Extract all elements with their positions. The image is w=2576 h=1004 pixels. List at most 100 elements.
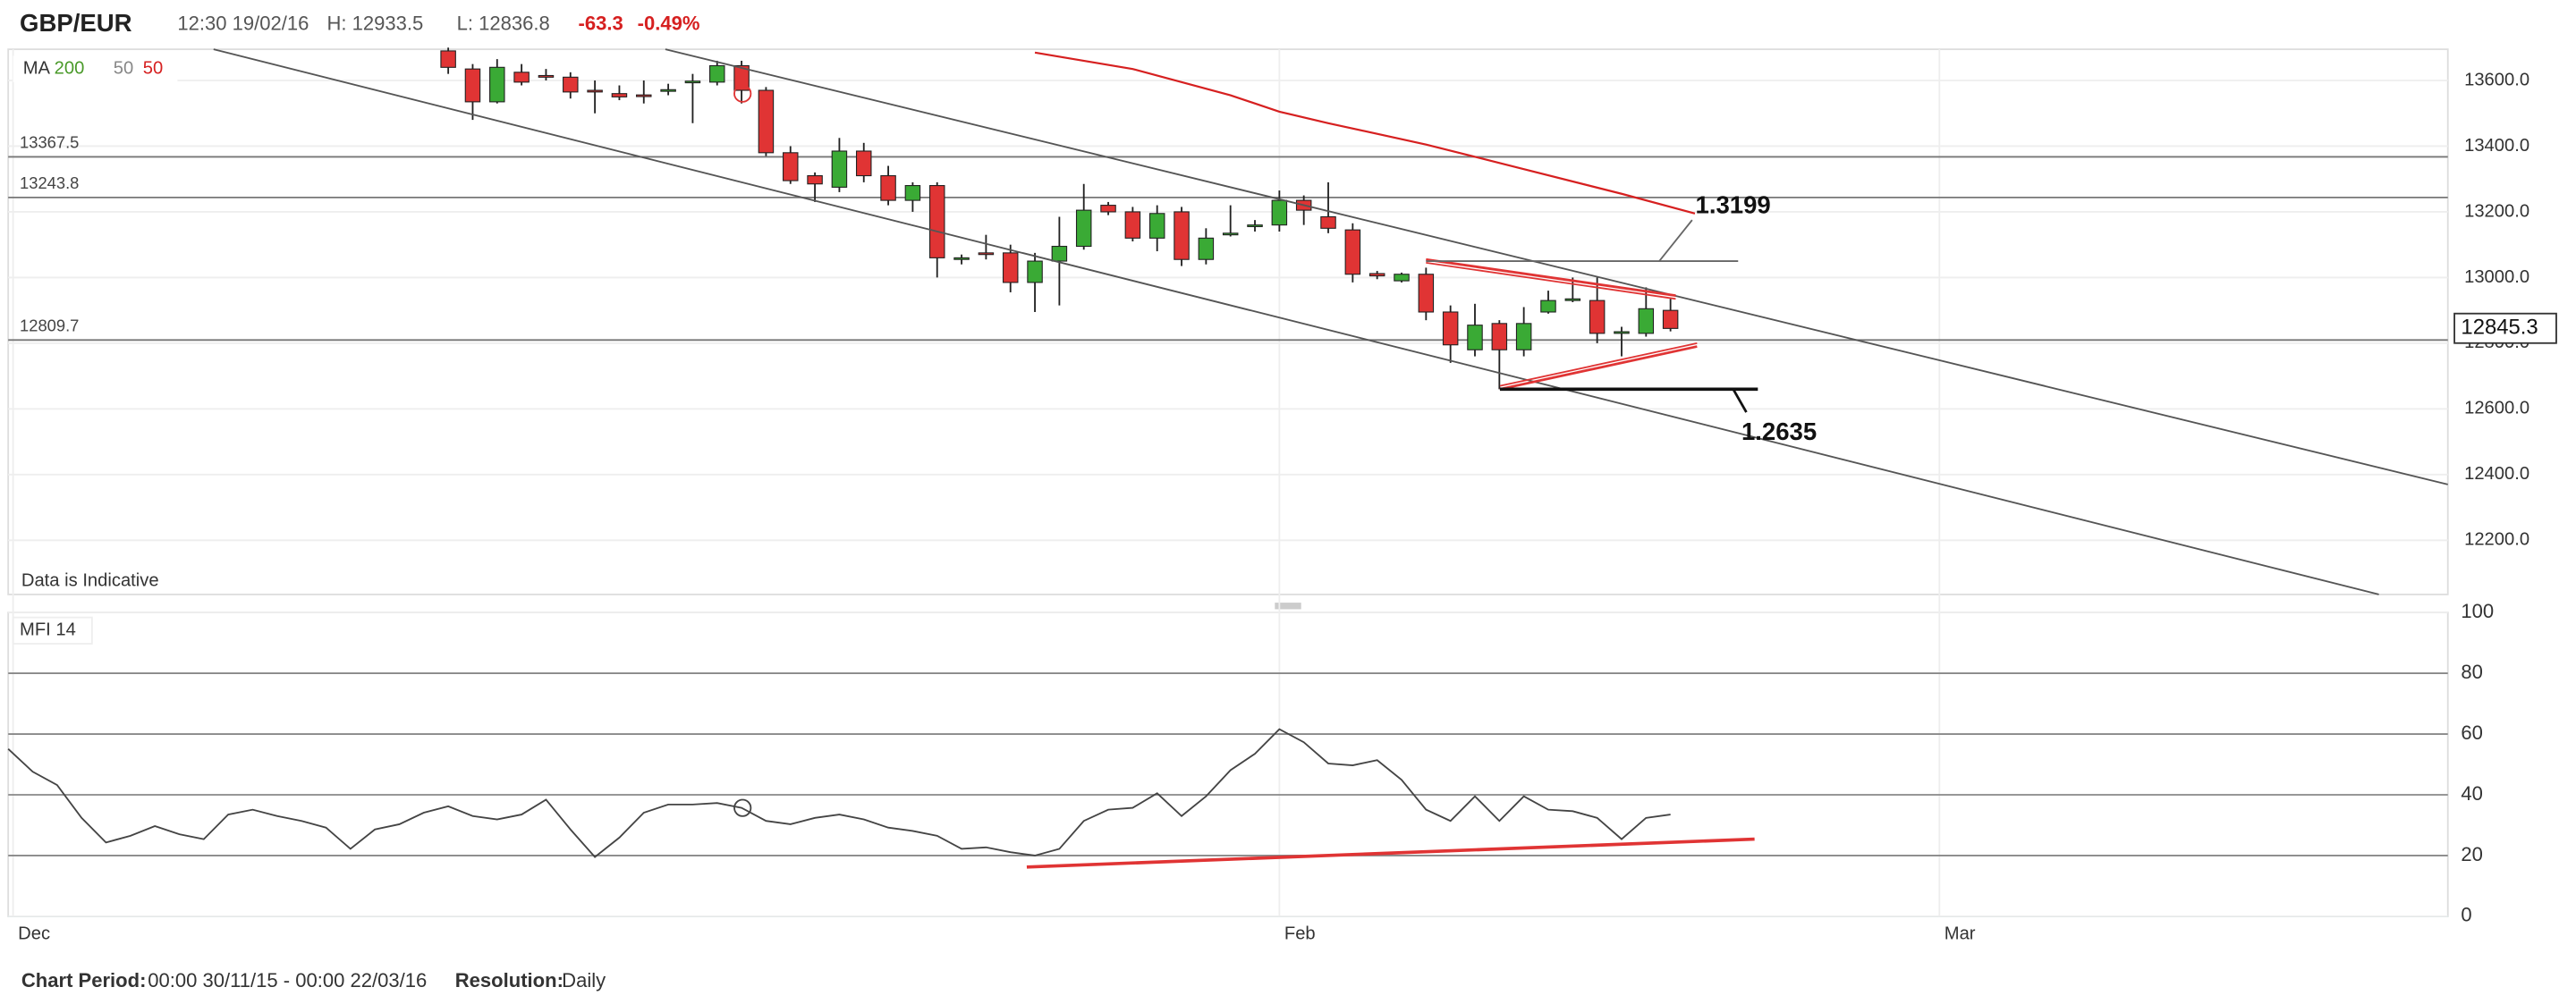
candle-body	[1394, 274, 1410, 282]
change-pct: -0.49%	[638, 12, 700, 34]
signal-marker	[733, 798, 752, 817]
x-tick-label: Mar	[1945, 924, 1976, 943]
y-tick-label: 13000.0	[2464, 267, 2529, 287]
candle-body	[1002, 252, 1019, 283]
y-tick-label: 40	[2461, 782, 2483, 805]
candle-body	[1467, 325, 1483, 350]
candle-body	[904, 185, 921, 201]
candle-body	[1051, 245, 1068, 262]
legend-title: MA	[23, 58, 51, 78]
candle-body	[1271, 199, 1288, 226]
triangle-top	[1426, 261, 1676, 300]
annotation: 1.2635	[1741, 418, 1817, 445]
legend-item: 200	[55, 58, 85, 78]
candle-body	[1638, 308, 1655, 334]
candle-body	[440, 50, 456, 68]
low: L: 12836.8	[457, 12, 550, 34]
y-tick-label: 12400.0	[2464, 464, 2529, 484]
candle-body	[1320, 215, 1336, 229]
candle-body	[855, 150, 872, 177]
mfi-panel	[7, 612, 2449, 917]
candle-body	[1344, 229, 1361, 275]
y-tick-label: 12200.0	[2464, 530, 2529, 550]
candle-body	[1100, 205, 1116, 213]
signal-marker	[733, 84, 752, 103]
high: H: 12933.5	[327, 12, 424, 34]
candle-body	[709, 64, 725, 83]
candle-body	[1589, 300, 1606, 334]
candle-body	[1540, 300, 1556, 313]
y-tick-label: 13600.0	[2464, 70, 2529, 89]
candle-body	[563, 76, 579, 93]
y-tick-label: 20	[2461, 843, 2483, 865]
candle-body	[807, 174, 823, 185]
level-label: 12809.7	[20, 316, 79, 334]
candle-body	[660, 89, 676, 92]
mfi-line	[7, 728, 1671, 858]
mfi-label-box	[12, 616, 93, 645]
candle-body	[928, 185, 945, 258]
triangle-bottom	[1499, 342, 1698, 387]
resolution: Daily	[562, 969, 606, 991]
candle-body	[1222, 232, 1239, 236]
candle-body	[1124, 211, 1141, 239]
triangle-bottom	[1499, 345, 1698, 391]
level-label: 13367.5	[20, 133, 79, 152]
channel-upper	[665, 48, 2448, 485]
price-panel	[7, 48, 2449, 595]
pointer	[1658, 219, 1693, 262]
note: Data is Indicative	[21, 571, 159, 591]
candle-body	[1614, 331, 1630, 334]
candle-body	[880, 174, 896, 201]
splitter[interactable]	[1275, 603, 1301, 610]
candle-body	[513, 72, 530, 83]
change: -63.3	[579, 12, 623, 34]
candle-body	[1418, 274, 1435, 313]
candle-body	[1368, 273, 1385, 277]
candle-body	[1148, 213, 1165, 239]
candle-body	[1027, 260, 1043, 283]
candle-body	[636, 94, 652, 97]
resolution-label: Resolution:	[455, 969, 564, 991]
candle-body	[587, 89, 603, 93]
level-label: 13243.8	[20, 173, 79, 192]
y-tick-label: 12600.0	[2464, 399, 2529, 418]
x-tick-label: Feb	[1284, 924, 1316, 943]
period: 00:00 30/11/15 - 00:00 22/03/16	[148, 969, 427, 991]
candle-body	[464, 68, 481, 103]
candle-body	[489, 66, 505, 103]
legend-item: 50	[143, 58, 163, 78]
candle-body	[1564, 298, 1581, 301]
candle-body	[758, 89, 775, 154]
candle-body	[1174, 211, 1190, 260]
candle-body	[953, 257, 970, 260]
candle-body	[1515, 323, 1532, 350]
candle-body	[1075, 209, 1092, 248]
candle-body	[1247, 224, 1263, 228]
pointer	[1732, 388, 1748, 413]
candle-body	[1442, 311, 1459, 346]
plot-layer: 12200.012400.012600.012800.013000.013200…	[7, 47, 2557, 943]
last-price: 12845.3	[2461, 316, 2538, 340]
legend-item: 50	[114, 58, 133, 78]
pair: GBP/EUR	[20, 9, 132, 37]
candle-body	[538, 74, 555, 78]
y-tick-label: 60	[2461, 721, 2483, 744]
annotation: 1.3199	[1696, 191, 1771, 219]
triangle-top	[1426, 257, 1676, 297]
drawings	[213, 48, 2448, 869]
candle-body	[782, 152, 799, 181]
ma-line	[1034, 51, 1696, 215]
y-tick-label: 80	[2461, 661, 2483, 683]
candle-body	[684, 80, 701, 84]
candle-body	[1198, 237, 1215, 260]
mfi-trendline	[1026, 837, 1755, 869]
legend-bg	[13, 55, 178, 82]
x-tick-label: Dec	[18, 924, 50, 943]
y-tick-label: 13200.0	[2464, 201, 2529, 221]
last-price-box	[2453, 312, 2557, 344]
candle-body	[831, 150, 848, 188]
y-tick-label: 100	[2461, 600, 2494, 622]
